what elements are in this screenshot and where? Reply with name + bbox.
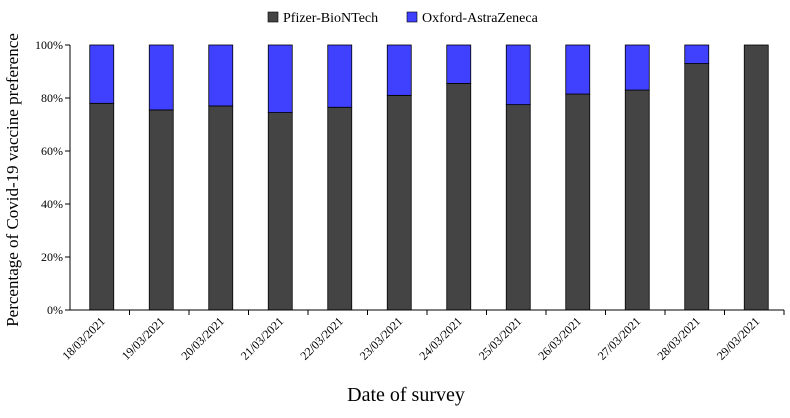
legend-label-pfizer: Pfizer-BioNTech <box>283 11 378 26</box>
bar-segment-pfizer <box>505 104 531 311</box>
y-tick-label: 80% <box>41 91 63 105</box>
x-tick-label: 20/03/2021 <box>178 314 227 363</box>
y-axis: 0% 20% 40% 60% 80% 100% <box>35 38 71 317</box>
legend-label-astrazeneca: Oxford-AstraZeneca <box>422 11 539 26</box>
x-axis: 18/03/2021 19/03/2021 20/03/2021 21/03/2021… <box>59 309 785 363</box>
x-tick-label: 25/03/2021 <box>476 314 525 363</box>
x-tick-label: 19/03/2021 <box>119 314 168 363</box>
x-axis-title: Date of survey <box>347 384 465 406</box>
bar-segment-astrazeneca <box>89 44 115 104</box>
bar-segment-astrazeneca <box>327 44 353 108</box>
bar-segment-astrazeneca <box>208 44 234 107</box>
x-tick-label: 21/03/2021 <box>238 314 287 363</box>
y-axis-title: Percentage of Covid-19 vaccine preferenc… <box>3 33 22 327</box>
bar-segment-astrazeneca <box>267 44 293 113</box>
bar-segment-pfizer <box>89 102 115 311</box>
bar-segment-astrazeneca <box>624 44 650 91</box>
bar-segment-astrazeneca <box>148 44 174 111</box>
bar-segment-astrazeneca <box>684 44 710 64</box>
bar-segment-pfizer <box>565 93 591 311</box>
bar-segment-pfizer <box>267 112 293 311</box>
bar-segment-pfizer <box>148 109 174 311</box>
x-tick-label: 23/03/2021 <box>357 314 406 363</box>
x-tick-label: 18/03/2021 <box>59 314 108 363</box>
x-tick-label: 22/03/2021 <box>297 314 346 363</box>
y-tick-label: 60% <box>41 144 63 158</box>
bars-group <box>89 44 769 311</box>
bar-segment-astrazeneca <box>505 44 531 106</box>
y-tick-label: 40% <box>41 197 63 211</box>
legend: Pfizer-BioNTech Oxford-AstraZeneca <box>267 11 539 26</box>
x-tick-label: 26/03/2021 <box>535 314 584 363</box>
x-tick-label: 28/03/2021 <box>654 314 703 363</box>
x-tick-label: 24/03/2021 <box>416 314 465 363</box>
bar-segment-pfizer <box>743 44 769 311</box>
bar-segment-pfizer <box>624 89 650 311</box>
bar-segment-pfizer <box>386 94 412 311</box>
bar-segment-pfizer <box>208 105 234 311</box>
bar-segment-astrazeneca <box>386 44 412 96</box>
bar-segment-pfizer <box>327 106 353 311</box>
y-tick-label: 20% <box>41 250 63 264</box>
y-tick-label: 100% <box>35 38 63 52</box>
legend-swatch-astrazeneca <box>406 11 418 23</box>
x-tick-label: 27/03/2021 <box>595 314 644 363</box>
bar-segment-astrazeneca <box>446 44 472 84</box>
x-tick-label: 29/03/2021 <box>714 314 763 363</box>
y-tick-label: 0% <box>47 303 63 317</box>
bar-segment-pfizer <box>684 63 710 311</box>
bar-segment-pfizer <box>446 83 472 311</box>
bar-segment-astrazeneca <box>565 44 591 95</box>
legend-swatch-pfizer <box>267 11 279 23</box>
